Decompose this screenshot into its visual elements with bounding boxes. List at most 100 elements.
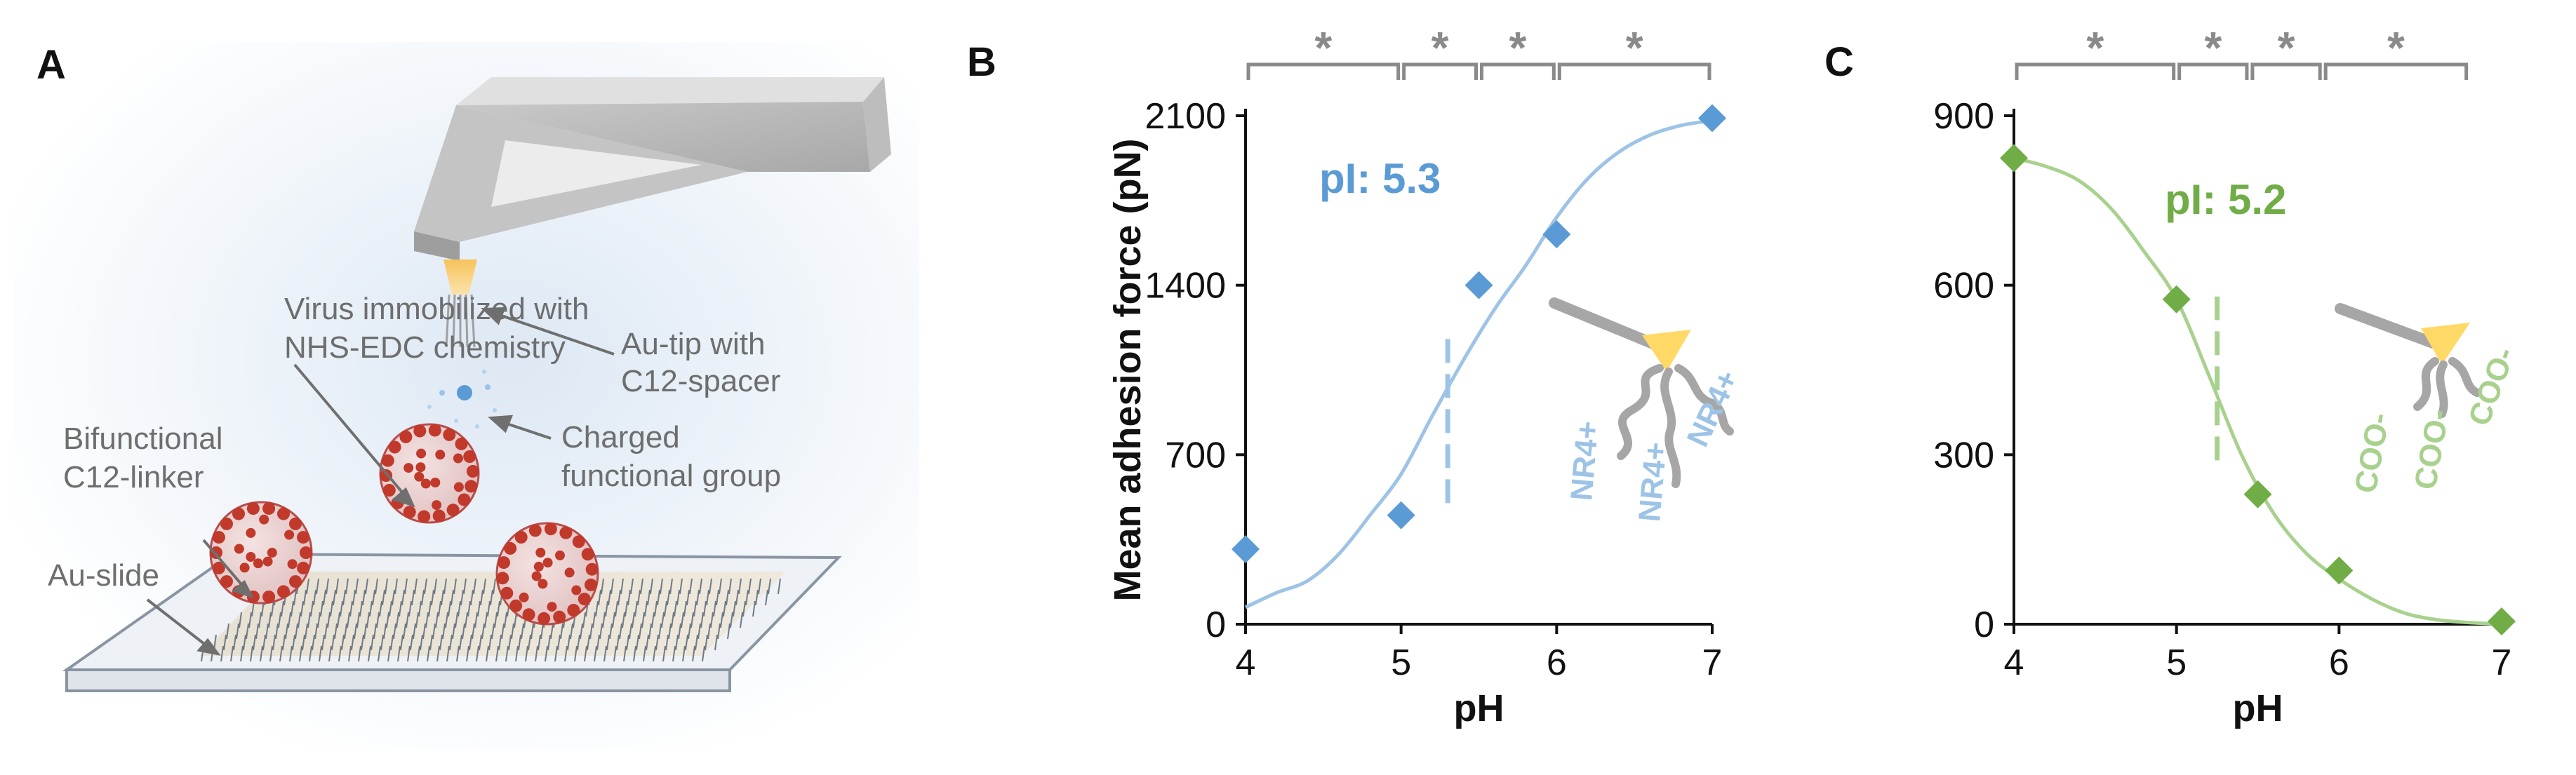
virus-spike [212, 561, 225, 574]
linker-strand [664, 600, 667, 617]
significance-bracket [2177, 62, 2249, 80]
linker-strand [341, 634, 345, 651]
virus-spike [246, 552, 256, 562]
significance-star: * [2387, 22, 2405, 73]
linker-strand [458, 600, 461, 617]
panel-a-schematic: A [14, 42, 919, 750]
linker-strand [392, 589, 395, 606]
linker-strand [481, 623, 485, 640]
linker-strand [312, 634, 315, 651]
linker-strand [599, 623, 603, 640]
linker-strand [424, 578, 427, 595]
linker-strand [275, 623, 279, 640]
linker-strand [646, 634, 649, 651]
panel-b-axes: 0 700 1400 2100 4 5 6 7 pH Mean adhesion force (p… [1107, 96, 1726, 729]
virus-spike [220, 517, 233, 530]
linker-strand [420, 634, 423, 651]
linker-strand [610, 578, 614, 595]
linker-strand [285, 623, 288, 640]
significance-star: * [1509, 22, 1526, 73]
linker-strand [686, 589, 690, 606]
virus-spike [446, 504, 460, 517]
panel-c-axes: 0 300 600 900 4 5 6 7 pH pI: 5.2 [1933, 96, 2516, 729]
linker-strand [248, 612, 252, 628]
linker-strand [432, 623, 436, 640]
x-tick-label: 6 [2329, 642, 2349, 683]
linker-strand [278, 612, 281, 628]
linker-strand [685, 634, 688, 651]
linker-strand [333, 589, 336, 606]
panel-b-significance: * * * * [1246, 22, 1711, 80]
x-axis-title: pH [2233, 687, 2283, 729]
linker-strand [313, 589, 316, 606]
linker-strand [299, 645, 302, 662]
virus-spike [585, 562, 599, 576]
linker-strand [260, 645, 263, 662]
significance-star: * [1626, 22, 1643, 73]
label-linker-2: C12-linker [63, 460, 204, 494]
linker-strand [305, 623, 308, 640]
cantilever-icon [414, 77, 891, 261]
linker-strand [441, 589, 444, 606]
virus-spike [463, 450, 476, 463]
linker-strand [567, 634, 570, 651]
linker-strand [476, 645, 479, 662]
linker-strand [768, 578, 771, 595]
linker-strand [361, 634, 364, 651]
y-tick-label: 900 [1933, 96, 1994, 137]
linker-strand [365, 578, 368, 595]
linker-strand [655, 634, 659, 651]
linker-strand [303, 589, 307, 606]
linker-strand [326, 578, 329, 595]
linker-strand [351, 634, 354, 651]
data-point-diamond [1542, 220, 1571, 249]
panel-letter-c: C [1824, 39, 1854, 85]
linker-strand [246, 623, 249, 640]
linker-strand [407, 645, 411, 662]
linker-strand [281, 600, 284, 617]
linker-strand [470, 589, 474, 606]
linker-strand [309, 645, 312, 662]
linker-strand [637, 589, 641, 606]
virus-spike [458, 493, 471, 506]
inset-label-coo-2: COO- [2408, 407, 2456, 492]
y-tick-label: 0 [1206, 605, 1226, 645]
linker-strand [641, 612, 645, 628]
linker-strand [480, 589, 483, 606]
linker-strand [587, 634, 590, 651]
linker-strand [618, 589, 621, 606]
virus-spike [567, 604, 580, 616]
label-group-1: Charged [561, 420, 680, 454]
linker-strand [707, 623, 711, 640]
linker-strand [608, 589, 611, 606]
x-tick-label: 6 [1547, 642, 1567, 683]
data-point-diamond [2325, 556, 2354, 585]
linker-strand [272, 634, 276, 651]
linker-strand [240, 645, 243, 662]
significance-bracket [1402, 62, 1478, 80]
linker-strand [577, 634, 580, 651]
data-point-diamond [2000, 144, 2028, 173]
linker-strand [310, 600, 314, 617]
linker-strand [455, 612, 458, 628]
data-point-diamond [1387, 501, 1415, 530]
label-slide: Au-slide [48, 558, 159, 593]
linker-strand [726, 589, 729, 606]
linker-strand [574, 645, 578, 662]
linker-strand [411, 589, 415, 606]
y-tick-label: 2100 [1144, 96, 1226, 137]
linker-strand [622, 612, 625, 628]
linker-strand [651, 612, 655, 628]
linker-strand [417, 645, 420, 662]
virus-spike [435, 450, 446, 460]
linker-strand [640, 578, 643, 595]
linker-strand [515, 645, 519, 662]
virus-spike [533, 561, 544, 572]
linker-strand [279, 645, 283, 662]
linker-strand [314, 623, 318, 640]
linker-strand [230, 645, 234, 662]
linker-strand [330, 600, 333, 617]
linker-strand [327, 612, 331, 628]
linker-strand [752, 600, 756, 617]
data-point-diamond [2162, 285, 2191, 314]
